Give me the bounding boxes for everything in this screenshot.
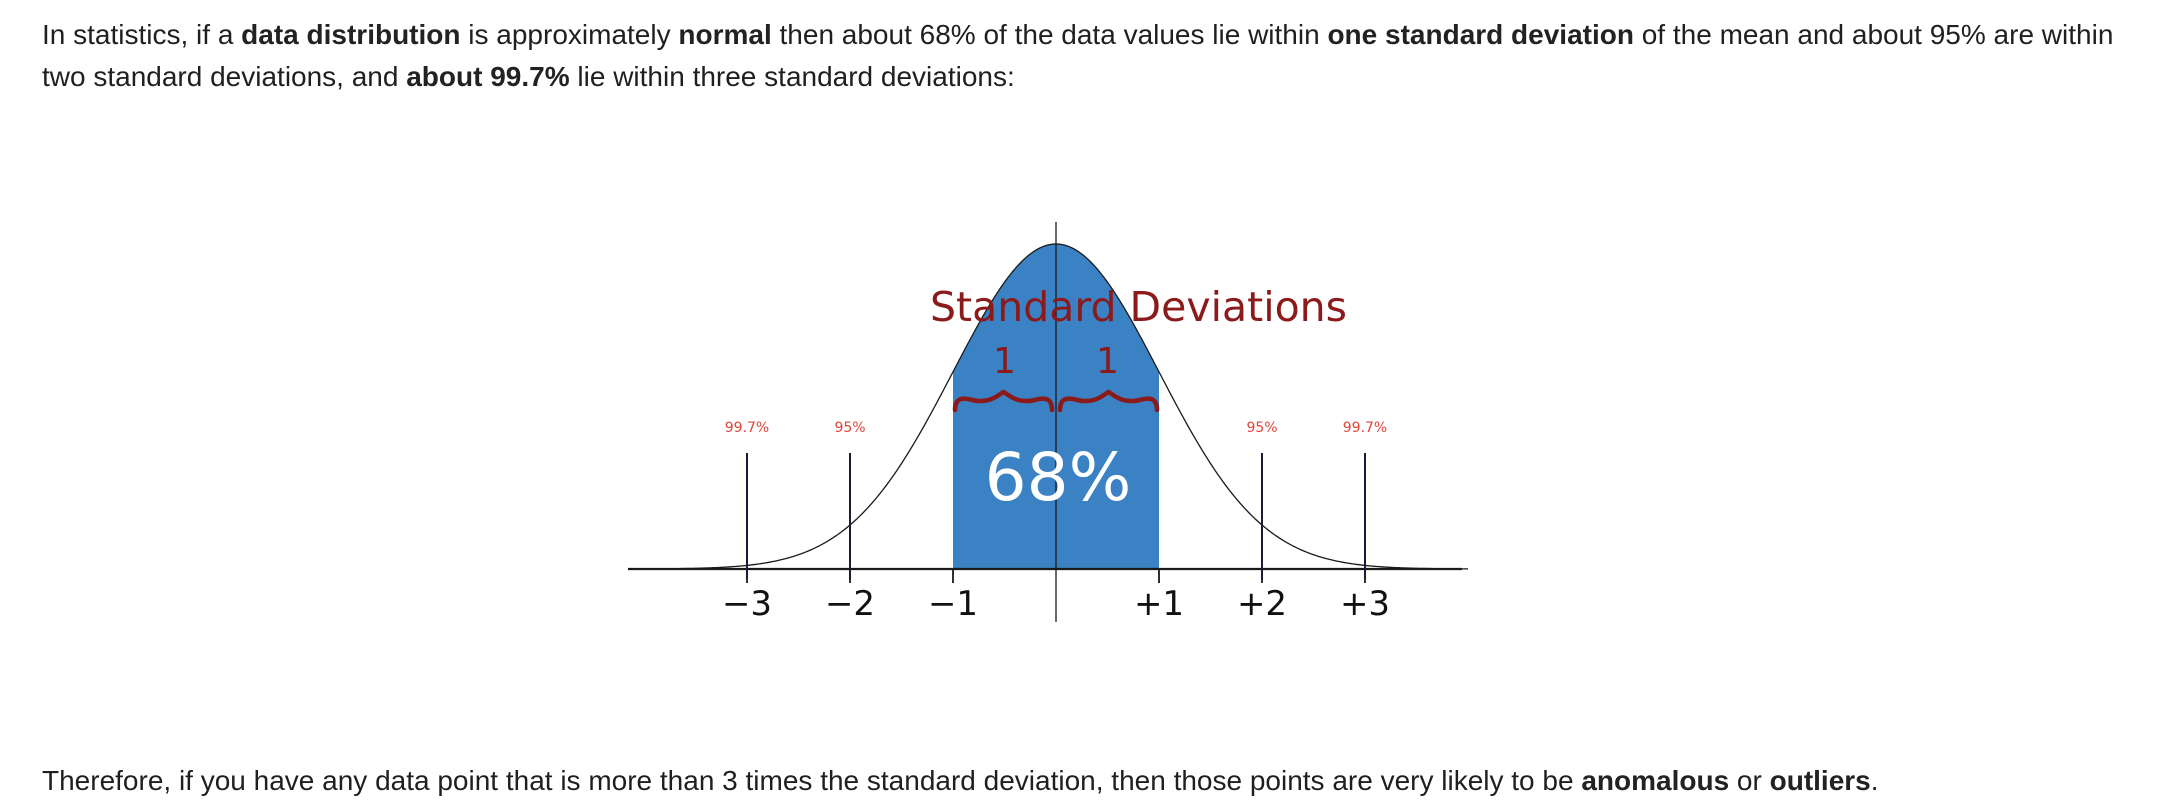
term-data-distribution: data distribution	[241, 19, 461, 50]
term-about-99-7: about 99.7%	[406, 61, 570, 92]
intro-text-3: then about 68% of the data values lie wi…	[771, 19, 1328, 50]
intro-text-1: In statistics, if a	[42, 19, 242, 50]
tick-label-minus-1: −1	[928, 584, 978, 624]
marker-label-minus-3: 99.7%	[725, 420, 769, 436]
tick-label-minus-2: −2	[825, 584, 875, 624]
brace-left	[952, 389, 1055, 413]
term-normal: normal	[678, 19, 772, 50]
conclusion-text-1: Therefore, if you have any data point th…	[42, 765, 1582, 796]
intro-text-2: is approximately	[460, 19, 679, 50]
bell-curve-diagram: 99.7% 95% 95% 99.7% −3 −2 −1 +1 +2 +3 1 …	[628, 222, 1469, 624]
tick-label-minus-3: −3	[722, 584, 772, 624]
brace-label-left: 1	[993, 341, 1016, 382]
intro-text-5: lie within three standard deviations:	[569, 61, 1015, 92]
tick-label-plus-2: +2	[1237, 584, 1287, 624]
marker-label-plus-3: 99.7%	[1343, 420, 1387, 436]
tick-label-plus-3: +3	[1340, 584, 1390, 624]
intro-paragraph: In statistics, if a data distribution is…	[42, 14, 2142, 98]
center-percent-label: 68%	[985, 439, 1132, 516]
intro-text-4: of the mean and about 95% are within two…	[42, 19, 2114, 92]
bell-curve	[643, 243, 1469, 570]
conclusion-paragraph: Therefore, if you have any data point th…	[42, 760, 2142, 802]
figure-title: Standard Deviations	[930, 283, 1347, 331]
conclusion-text-3: .	[1870, 765, 1879, 796]
term-one-standard-deviation: one standard deviation	[1327, 19, 1634, 50]
marker-label-minus-2: 95%	[834, 420, 865, 436]
term-outliers: outliers	[1769, 765, 1871, 796]
marker-label-plus-2: 95%	[1246, 420, 1277, 436]
brace-label-right: 1	[1096, 341, 1119, 382]
normal-distribution-figure: 99.7% 95% 95% 99.7% −3 −2 −1 +1 +2 +3 1 …	[620, 210, 1500, 640]
tick-label-plus-1: +1	[1134, 584, 1184, 624]
conclusion-text-2: or	[1729, 765, 1770, 796]
brace-right	[1057, 389, 1160, 413]
term-anomalous: anomalous	[1581, 765, 1730, 796]
